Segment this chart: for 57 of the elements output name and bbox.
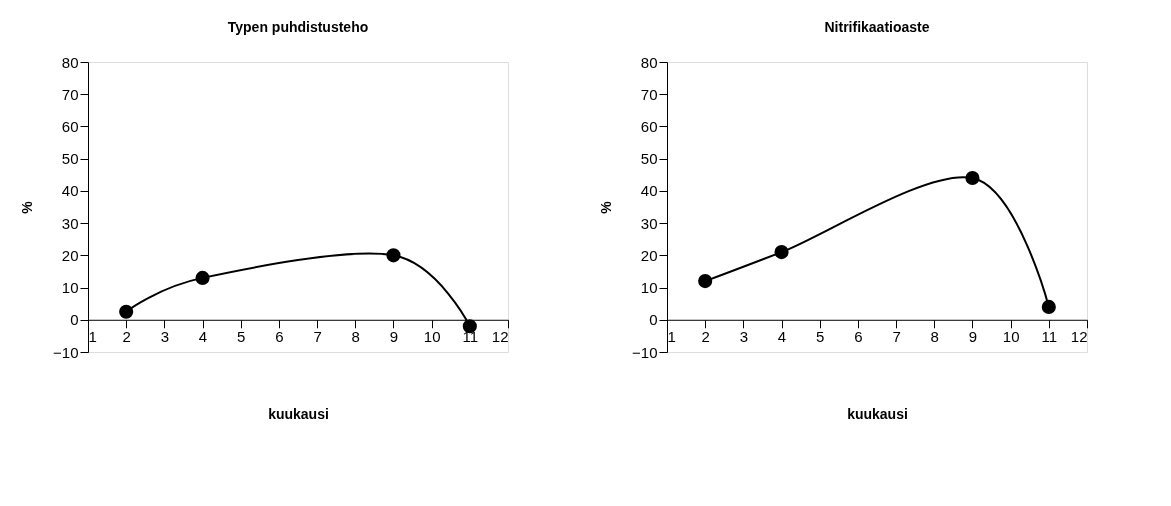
- point: [774, 245, 789, 260]
- y-tick-label: 60: [61, 117, 79, 135]
- y-tick-label: 80: [61, 53, 79, 71]
- y-tick-label: 50: [640, 150, 658, 168]
- x-tick-label: 7: [892, 328, 901, 346]
- x-tick-label: 11: [1041, 328, 1058, 346]
- point: [119, 304, 134, 319]
- x-tick-label: 6: [275, 328, 284, 346]
- x-tick-label: 8: [930, 328, 939, 346]
- x-tick-label: 4: [198, 328, 208, 346]
- y-tick-label: 40: [61, 182, 79, 200]
- x-tick-label: 5: [816, 328, 825, 346]
- y-tick-label: 10: [640, 279, 658, 297]
- y-tick-label: 50: [61, 150, 79, 168]
- x-tick-label: 1: [667, 328, 676, 346]
- chart-title: Nitrifikaatioaste: [824, 19, 930, 35]
- x-tick-label: 3: [160, 328, 170, 346]
- x-tick-label: 10: [1002, 328, 1020, 346]
- x-tick-label: 9: [389, 328, 399, 346]
- x-tick-label: 9: [968, 328, 978, 346]
- x-tick-label: 11: [462, 328, 479, 346]
- y-tick-label: 30: [640, 214, 658, 232]
- y-tick-label: 60: [640, 117, 658, 135]
- x-tick-label: 8: [351, 328, 360, 346]
- y-tick-label: 80: [640, 53, 658, 71]
- chart-title: Typen puhdistusteho: [227, 19, 369, 35]
- x-tick-label: 2: [701, 328, 710, 346]
- x-tick-label: 12: [1070, 328, 1088, 346]
- x-tick-label: 4: [777, 328, 787, 346]
- y-axis-title: %: [598, 200, 615, 214]
- y-tick-label: 10: [61, 279, 79, 297]
- x-axis-title: kuukausi: [268, 405, 329, 422]
- point: [195, 270, 210, 285]
- y-tick-label: 0: [70, 311, 79, 329]
- x-tick-label: 5: [237, 328, 246, 346]
- x-tick-label: 10: [423, 328, 441, 346]
- x-tick-label: 7: [313, 328, 322, 346]
- x-tick-label: 12: [491, 328, 509, 346]
- point: [965, 170, 980, 186]
- x-tick-label: 6: [854, 328, 863, 346]
- x-axis-title: kuukausi: [847, 405, 908, 422]
- x-tick-label: 3: [739, 328, 749, 346]
- y-tick-label: 40: [640, 182, 658, 200]
- y-tick-label: 70: [61, 85, 79, 103]
- y-axis-title: %: [19, 200, 36, 214]
- y-tick-label: 20: [61, 246, 79, 264]
- y-tick-label: 20: [640, 246, 658, 264]
- point: [1041, 299, 1056, 314]
- y-tick-label: −10: [632, 343, 658, 361]
- y-tick-label: 30: [61, 214, 79, 232]
- x-tick-label: 2: [122, 328, 131, 346]
- point: [386, 248, 401, 263]
- y-tick-label: −10: [53, 343, 79, 361]
- y-tick-label: 70: [640, 85, 658, 103]
- x-tick-label: 1: [88, 328, 97, 346]
- point: [698, 274, 713, 289]
- y-tick-label: 0: [649, 311, 658, 329]
